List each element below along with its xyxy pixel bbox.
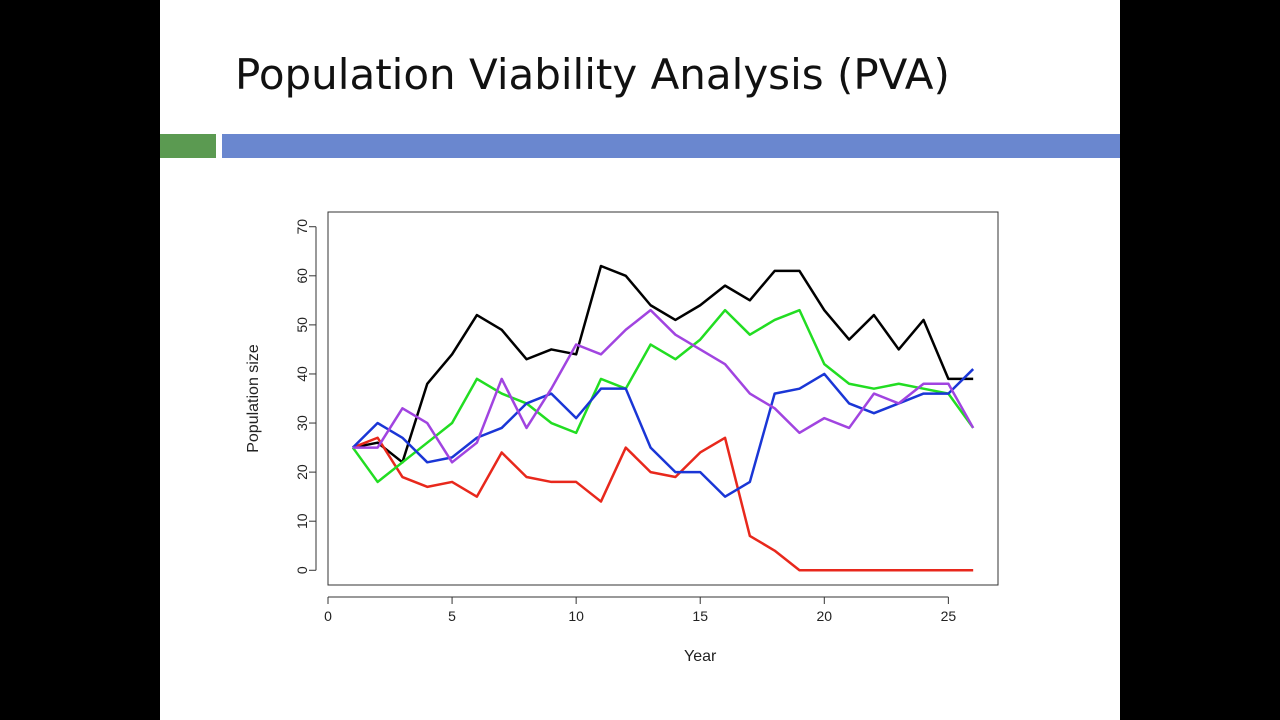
x-tick-label: 10 (568, 608, 584, 624)
y-tick-label: 30 (294, 415, 310, 431)
y-tick-label: 0 (294, 566, 310, 574)
y-tick-label: 40 (294, 366, 310, 382)
y-tick-label: 10 (294, 513, 310, 529)
x-tick-label: 5 (448, 608, 456, 624)
x-axis-label: Year (684, 648, 717, 665)
accent-bar-blue (222, 134, 1120, 158)
series-line-2 (352, 436, 974, 572)
y-tick-label: 50 (294, 317, 310, 333)
series-line-3 (351, 308, 975, 484)
accent-bar-green (160, 134, 216, 158)
series-group (351, 264, 975, 572)
x-tick-label: 25 (941, 608, 957, 624)
x-tick-label: 20 (817, 608, 833, 624)
y-tick-label: 60 (294, 268, 310, 284)
y-tick-label: 20 (294, 464, 310, 480)
x-tick-label: 0 (324, 608, 332, 624)
y-axis-label: Population size (245, 344, 262, 453)
x-tick-label: 15 (692, 608, 708, 624)
series-line-4 (351, 368, 975, 498)
plot-frame (327, 211, 999, 586)
series-line-5 (352, 308, 975, 464)
series-line-1 (352, 264, 974, 464)
x-axis: 0 5 10 15 20 25 (324, 596, 957, 624)
y-axis: 0 10 20 30 40 50 60 70 (294, 219, 317, 574)
slide: Population Viability Analysis (PVA) 0 5 10… (160, 0, 1120, 720)
slide-title: Population Viability Analysis (PVA) (235, 50, 950, 99)
population-chart: 0 5 10 15 20 25 0 10 20 30 40 50 60 70 Year Populati… (245, 211, 999, 665)
y-tick-label: 70 (294, 219, 310, 235)
